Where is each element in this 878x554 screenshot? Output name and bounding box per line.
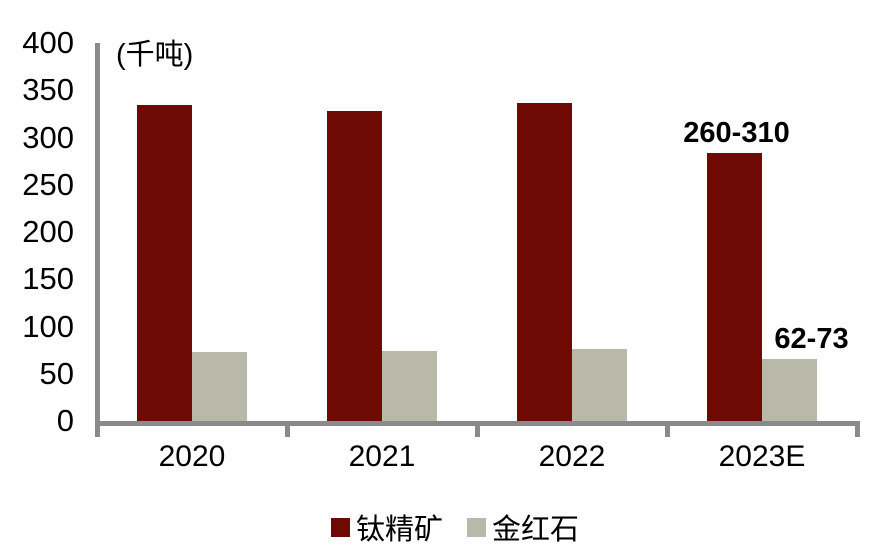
y-tick-label-400: 400: [22, 25, 74, 60]
bar-rutile-2020: [192, 352, 247, 421]
x-tick-mark: [664, 421, 670, 437]
value-annotation-titanium-concentrate: 260-310: [683, 116, 790, 149]
bar-titanium-concentrate-2023E: [707, 152, 762, 421]
legend-label: 金红石: [492, 514, 580, 546]
x-tick-mark: [854, 421, 860, 437]
y-tick-label-0: 0: [56, 403, 74, 438]
bar-rutile-2021: [382, 351, 437, 421]
legend-swatch-icon: [467, 517, 486, 537]
legend-item-rutile: 金红石: [467, 506, 579, 548]
x-axis-label-2020: 2020: [158, 440, 226, 473]
y-axis-line: [95, 43, 100, 421]
legend-item-titanium-concentrate: 钛精矿: [330, 506, 443, 548]
y-tick-label-100: 100: [22, 308, 74, 344]
legend: 钛精矿 金红石: [0, 506, 878, 548]
x-axis-label-2022: 2022: [538, 440, 606, 473]
bar-titanium-concentrate-2021: [327, 111, 382, 421]
value-annotation-rutile: 62-73: [774, 322, 849, 355]
y-tick-label-150: 150: [22, 261, 74, 297]
legend-label: 钛精矿: [355, 514, 443, 546]
x-tick-mark: [94, 421, 100, 437]
y-tick-label-350: 350: [22, 72, 74, 108]
y-tick-label-250: 250: [22, 166, 74, 202]
bar-rutile-2022: [572, 349, 627, 421]
y-tick-label-200: 200: [22, 214, 74, 249]
bar-titanium-concentrate-2022: [517, 102, 572, 421]
x-tick-mark: [284, 421, 290, 437]
bar-rutile-2023E: [762, 358, 817, 421]
x-axis-label-2021: 2021: [348, 440, 416, 473]
x-axis-label-2023E: 2023E: [718, 440, 806, 473]
bar-titanium-concentrate-2020: [137, 105, 192, 421]
y-axis-unit-label: (千吨): [116, 39, 194, 71]
y-tick-label-50: 50: [39, 355, 74, 391]
legend-swatch-icon: [330, 517, 350, 537]
x-tick-mark: [474, 421, 480, 437]
y-tick-label-300: 300: [22, 119, 74, 155]
